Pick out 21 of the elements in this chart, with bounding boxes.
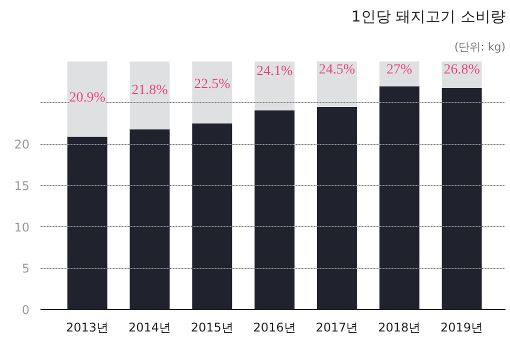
y-tick-label: 0 [22, 303, 30, 317]
y-tick-label: 5 [22, 262, 30, 276]
data-label: 27% [386, 62, 413, 78]
x-tick-label: 2019년 [440, 320, 484, 334]
chart-subtitle: (단위: kg) [454, 40, 506, 54]
data-label: 24.5% [318, 62, 356, 78]
data-label: 21.8% [132, 82, 168, 98]
y-tick-label: 20 [14, 138, 30, 152]
data-label: 26.8% [444, 62, 480, 78]
x-tick-label: 2018년 [378, 320, 421, 334]
y-tick-label: 15 [14, 179, 30, 193]
data-label: 20.9% [69, 90, 106, 106]
y-tick-label: 10 [14, 220, 30, 234]
x-tick-label: 2015년 [190, 320, 234, 334]
x-tick-label: 2016년 [253, 320, 296, 334]
x-tick-label: 2013년 [66, 320, 109, 334]
x-tick-label: 2017년 [316, 320, 358, 334]
data-label: 22.5% [194, 77, 231, 92]
x-tick-label: 2014년 [128, 320, 172, 334]
chart-title: 1인당 돼지고기 소비량 [351, 8, 506, 26]
data-label: 24.1% [256, 64, 293, 79]
